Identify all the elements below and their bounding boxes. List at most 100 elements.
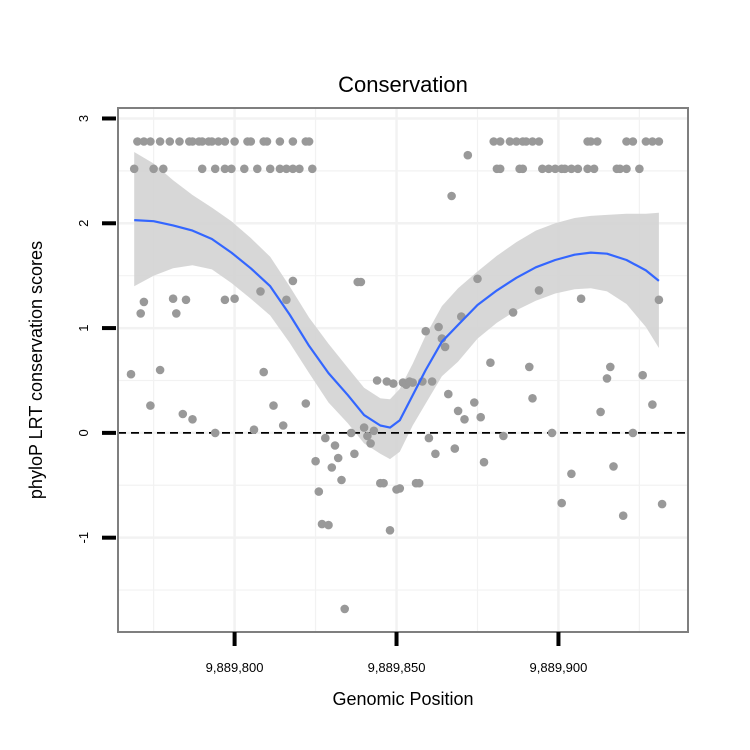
data-point — [534, 137, 544, 146]
data-point — [197, 137, 207, 146]
data-point — [265, 164, 275, 174]
data-point — [606, 362, 615, 372]
data-point — [460, 415, 469, 424]
data-point — [327, 463, 337, 472]
data-point — [421, 326, 431, 336]
data-point — [275, 137, 285, 146]
data-point — [648, 400, 657, 409]
x-tick-label: 9,889,850 — [368, 660, 426, 675]
data-point — [473, 274, 482, 284]
data-point — [149, 164, 158, 174]
data-point — [499, 431, 508, 441]
data-point — [178, 409, 188, 419]
data-point — [654, 295, 664, 305]
data-point — [434, 322, 443, 332]
data-point — [547, 428, 557, 438]
data-point — [288, 276, 298, 286]
data-point — [172, 309, 181, 318]
data-point — [560, 164, 570, 174]
data-point — [489, 137, 499, 146]
data-point — [129, 164, 139, 174]
data-point — [505, 137, 515, 146]
data-point — [366, 439, 375, 448]
data-point — [314, 487, 324, 496]
data-point — [330, 441, 340, 450]
data-point — [638, 370, 647, 380]
data-point — [256, 287, 265, 296]
data-point — [159, 164, 168, 174]
data-point — [188, 137, 197, 146]
data-point — [262, 137, 272, 146]
data-point — [295, 164, 304, 174]
y-tick-label: 2 — [76, 220, 91, 227]
data-point — [550, 164, 560, 174]
y-tick-label: 0 — [76, 429, 91, 436]
data-point — [567, 469, 576, 479]
data-point — [240, 164, 249, 174]
x-axis-title: Genomic Position — [332, 689, 473, 709]
data-point — [230, 294, 239, 304]
y-tick-label: 1 — [76, 324, 91, 331]
y-tick-label: 3 — [76, 115, 91, 122]
data-point — [252, 164, 262, 174]
data-point — [155, 365, 165, 375]
data-point — [359, 423, 369, 432]
data-point — [249, 425, 259, 435]
data-point — [340, 604, 350, 614]
data-point — [525, 362, 534, 372]
data-point — [596, 407, 605, 417]
data-point — [486, 358, 495, 368]
data-point — [427, 377, 437, 386]
data-point — [431, 449, 440, 459]
data-point — [440, 342, 450, 352]
data-point — [139, 297, 149, 307]
x-tick-label: 9,889,800 — [206, 660, 264, 675]
data-point — [346, 428, 356, 438]
data-point — [288, 137, 298, 146]
data-point — [476, 412, 486, 422]
data-point — [181, 295, 191, 305]
data-point — [207, 137, 217, 146]
data-point — [210, 164, 220, 174]
data-point — [259, 367, 269, 377]
data-point — [220, 164, 230, 174]
data-point — [641, 137, 651, 146]
data-point — [214, 137, 223, 146]
data-point — [126, 369, 136, 379]
data-point — [175, 137, 184, 146]
data-point — [356, 277, 366, 287]
data-point — [495, 164, 505, 174]
data-point — [609, 462, 618, 471]
data-point — [424, 433, 434, 443]
data-point — [648, 137, 657, 146]
data-point — [414, 478, 424, 488]
data-point — [567, 164, 576, 174]
data-point — [635, 164, 644, 174]
data-point — [385, 526, 395, 535]
data-point — [395, 484, 405, 493]
data-point — [528, 394, 537, 403]
y-axis-title: phyloP LRT conservation scores — [26, 241, 46, 499]
data-point — [528, 137, 537, 146]
data-point — [602, 374, 612, 383]
data-point — [146, 401, 155, 410]
x-tick-label: 9,889,900 — [530, 660, 588, 675]
data-point — [389, 379, 398, 388]
chart-title: Conservation — [338, 72, 468, 97]
data-point — [372, 376, 382, 385]
data-point — [220, 137, 230, 146]
data-point — [230, 137, 239, 146]
data-point — [350, 449, 359, 459]
data-point — [450, 444, 460, 453]
data-point — [308, 164, 317, 174]
data-point — [136, 309, 145, 318]
data-point — [657, 499, 667, 509]
data-point — [369, 426, 379, 436]
data-point — [210, 428, 220, 438]
data-point — [220, 295, 230, 305]
data-point — [576, 294, 586, 304]
data-point — [518, 164, 528, 174]
data-points — [126, 137, 667, 614]
data-point — [583, 164, 592, 174]
